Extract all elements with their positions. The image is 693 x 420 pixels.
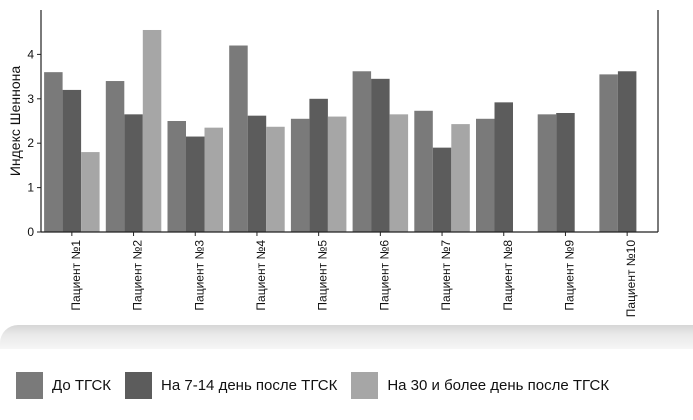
bar	[599, 74, 618, 232]
bar	[62, 89, 82, 232]
bar	[44, 72, 63, 232]
bar	[105, 81, 125, 232]
bar	[266, 126, 285, 232]
bar	[414, 110, 433, 232]
bar	[617, 71, 637, 232]
bar	[290, 118, 310, 232]
legend-label: На 7-14 день после ТГСК	[161, 376, 338, 394]
legend-swatch	[16, 371, 43, 399]
bar	[81, 152, 100, 232]
x-tick-label: Пациент №4	[254, 240, 268, 311]
bar	[476, 118, 495, 232]
bar	[389, 114, 409, 232]
x-tick-label: Пациент №8	[501, 240, 515, 311]
bar	[124, 114, 143, 232]
x-tick-label: Пациент №6	[377, 240, 391, 311]
x-tick-label: Пациент №2	[131, 240, 145, 311]
bar	[186, 136, 205, 232]
y-ticks: 0 1 2 3 4	[27, 47, 41, 239]
legend-label: До ТГСК	[52, 376, 112, 394]
x-tick-label: Пациент №7	[439, 240, 453, 311]
bar	[327, 116, 347, 232]
x-tick-label: Пациент №10	[624, 240, 638, 318]
y-axis-label: Индекс Шеннона	[7, 66, 23, 177]
legend-swatch	[351, 371, 379, 399]
bar	[309, 98, 328, 232]
bar	[494, 102, 513, 233]
y-tick-label: 4	[27, 47, 34, 61]
bar	[352, 71, 372, 232]
x-tick-label: Пациент №1	[69, 240, 83, 311]
legend-item: На 30 и более день после ТГСК	[351, 371, 610, 399]
bar	[204, 127, 223, 232]
legend-item: На 7-14 день после ТГСК	[125, 371, 338, 399]
x-tick-label: Пациент №3	[192, 240, 206, 311]
y-tick-label: 1	[27, 181, 34, 195]
bar	[556, 113, 575, 232]
bar	[167, 121, 186, 232]
bar	[229, 45, 248, 232]
bar	[371, 78, 390, 232]
bars-layer	[44, 29, 637, 233]
y-tick-label: 0	[27, 225, 34, 239]
x-ticks: Пациент №1 Пациент №2 Пациент №3 Пациент №4…	[69, 232, 638, 317]
bar	[537, 114, 557, 232]
legend-label: На 30 и более день после ТГСК	[387, 376, 610, 394]
separator-band	[0, 325, 693, 349]
y-tick-label: 3	[27, 92, 34, 106]
x-tick-label: Пациент №9	[562, 240, 576, 311]
x-tick-label: Пациент №5	[316, 240, 330, 311]
legend-item: До ТГСК	[16, 371, 112, 399]
bar	[451, 124, 470, 232]
bar	[247, 115, 267, 232]
legend: До ТГСК На 7-14 день после ТГСК На 30 и бо…	[16, 370, 623, 400]
legend-swatch	[125, 371, 153, 399]
bar	[432, 147, 452, 232]
y-tick-label: 2	[27, 136, 34, 150]
bar	[142, 29, 162, 233]
